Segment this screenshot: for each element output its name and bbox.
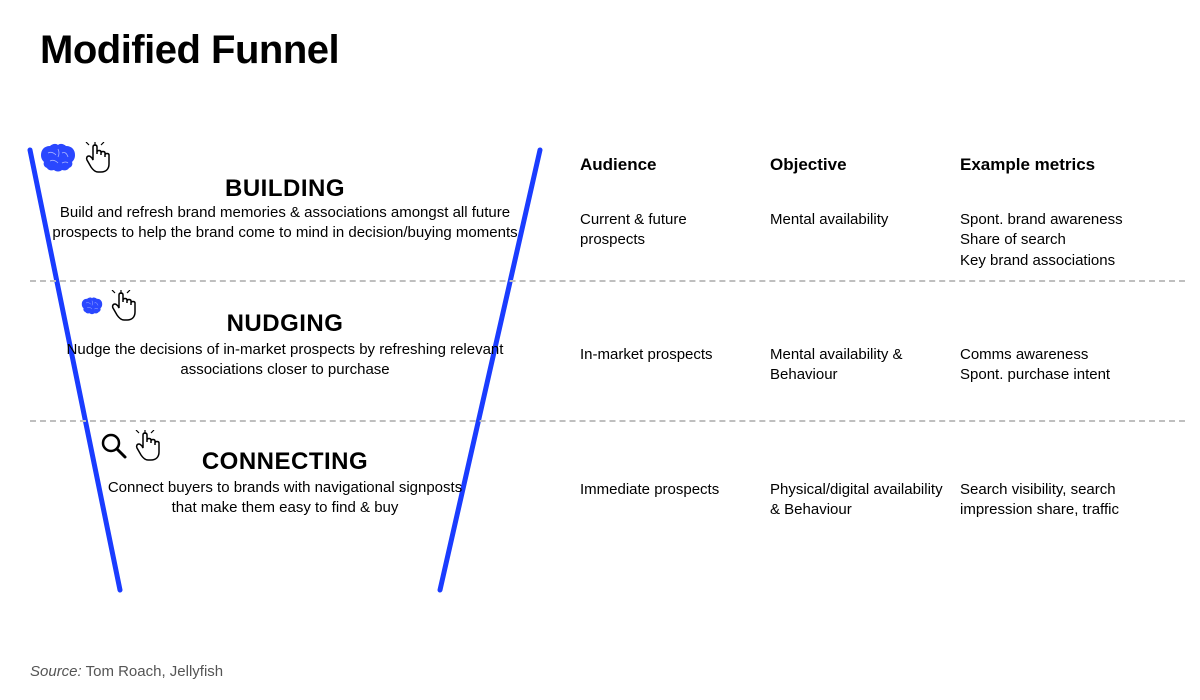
stage-building-icons bbox=[38, 142, 110, 174]
cell-connecting-objective: Physical/digital availability & Behaviou… bbox=[770, 480, 950, 521]
cell-connecting-audience: Immediate prospects bbox=[580, 480, 750, 500]
col-header-audience: Audience bbox=[580, 155, 657, 175]
row-divider-1 bbox=[30, 280, 1185, 282]
row-divider-2 bbox=[30, 420, 1185, 422]
col-header-objective: Objective bbox=[770, 155, 847, 175]
magnifier-icon bbox=[100, 432, 128, 460]
cell-building-metrics: Spont. brand awareness Share of search K… bbox=[960, 210, 1170, 271]
click-cursor-icon bbox=[84, 142, 110, 174]
cell-building-audience: Current & future prospects bbox=[580, 210, 750, 251]
source-value: Tom Roach, Jellyfish bbox=[82, 663, 223, 680]
stage-nudging-desc: Nudge the decisions of in-market prospec… bbox=[65, 340, 505, 379]
cell-connecting-metrics: Search visibility, search impression sha… bbox=[960, 480, 1170, 521]
stage-building-desc: Build and refresh brand memories & assoc… bbox=[35, 203, 535, 242]
stage-connecting-icons bbox=[100, 430, 160, 462]
page-root: Modified Funnel Audience Objective Examp… bbox=[0, 0, 1200, 700]
click-cursor-icon bbox=[134, 430, 160, 462]
click-cursor-icon bbox=[110, 290, 136, 322]
stage-building-title: BUILDING bbox=[35, 175, 535, 203]
brain-icon bbox=[38, 143, 78, 173]
stage-connecting-desc: Connect buyers to brands with navigation… bbox=[95, 478, 475, 517]
brain-icon bbox=[80, 297, 104, 315]
cell-nudging-audience: In-market prospects bbox=[580, 345, 750, 365]
stage-nudging-icons bbox=[80, 290, 136, 322]
cell-nudging-metrics: Comms awareness Spont. purchase intent bbox=[960, 345, 1170, 386]
col-header-metrics: Example metrics bbox=[960, 155, 1095, 175]
source-label: Source: bbox=[30, 663, 82, 680]
cell-nudging-objective: Mental availability & Behaviour bbox=[770, 345, 940, 386]
source-attribution: Source: Tom Roach, Jellyfish bbox=[30, 663, 223, 680]
cell-building-objective: Mental availability bbox=[770, 210, 940, 230]
